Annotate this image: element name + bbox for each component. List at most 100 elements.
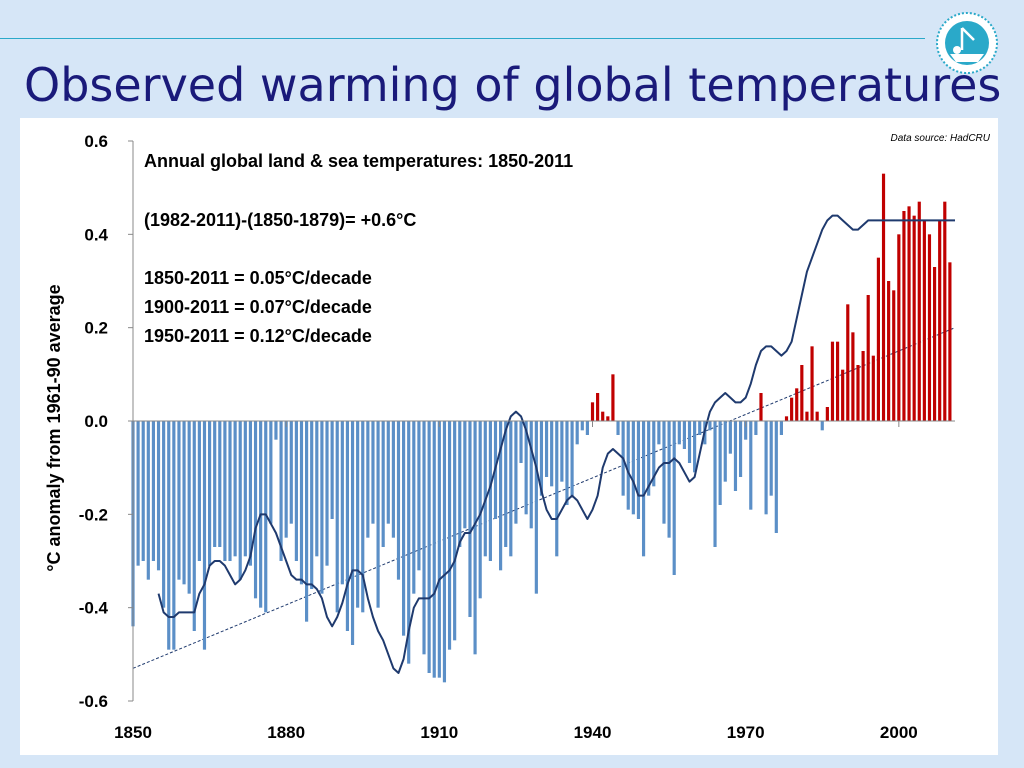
bar-1857 (167, 421, 171, 650)
bar-2008 (938, 220, 942, 421)
bar-1861 (187, 421, 191, 594)
annotation-rate-1900: 1900-2011 = 0.07°C/decade (144, 297, 372, 317)
bar-2003 (912, 215, 916, 421)
bar-1964 (713, 421, 717, 547)
bar-1888 (325, 421, 329, 566)
bar-1934 (560, 421, 564, 482)
bar-1943 (606, 416, 610, 421)
bar-1897 (371, 421, 375, 524)
annotation-rate-1850: 1850-2011 = 0.05°C/decade (144, 268, 372, 288)
bar-1878 (274, 421, 278, 440)
bar-1968 (733, 421, 738, 491)
bar-1950 (641, 421, 646, 557)
bar-1965 (718, 421, 722, 505)
bar-1916 (468, 421, 472, 617)
bar-1933 (555, 421, 559, 557)
bar-1955 (667, 421, 671, 538)
bar-1856 (162, 421, 166, 608)
bar-1924 (509, 421, 513, 557)
bar-1855 (156, 421, 161, 571)
bar-1949 (636, 421, 641, 519)
bar-1963 (708, 421, 712, 431)
bar-1990 (846, 304, 850, 421)
bar-1870 (233, 421, 237, 557)
bar-1904 (407, 421, 411, 664)
y-tick-label: 0.6 (84, 132, 108, 151)
slide-title: Observed warming of global temperatures (24, 58, 1002, 112)
bar-1988 (835, 341, 840, 421)
y-tick-label: 0.4 (84, 225, 108, 244)
bar-1967 (728, 421, 732, 454)
bar-1992 (856, 365, 860, 421)
bar-1922 (499, 421, 503, 571)
smooth-layer (157, 214, 955, 674)
bar-1984 (815, 411, 819, 421)
bar-1876 (264, 421, 268, 613)
bar-1981 (800, 365, 804, 421)
bar-1942 (601, 411, 605, 421)
bar-1929 (534, 421, 538, 594)
bar-1900 (386, 421, 390, 524)
bar-1996 (876, 257, 880, 421)
bar-1948 (631, 421, 635, 515)
bar-1927 (524, 421, 528, 515)
bar-1867 (218, 421, 222, 547)
x-tick-label: 1880 (267, 723, 305, 742)
text-layer: Data source: HadCRU Annual global land &… (44, 133, 991, 572)
x-tick-label: 1850 (114, 723, 152, 742)
bar-1999 (892, 290, 896, 421)
chart-panel: 0.6 0.4 0.2 0.0 -0.2 -0.4 -0.6 1850 1880 1910 1940… (20, 118, 998, 755)
bar-1987 (830, 341, 835, 421)
trend-layer (132, 327, 956, 669)
bar-1869 (228, 421, 232, 561)
bar-1941 (596, 393, 600, 421)
bar-1945 (616, 421, 620, 435)
bar-1880 (284, 421, 288, 538)
bar-1892 (345, 421, 350, 631)
bar-1918 (478, 421, 482, 599)
bar-1936 (570, 421, 574, 496)
bar-1969 (738, 421, 743, 477)
bar-1935 (565, 421, 569, 505)
bar-1983 (810, 346, 814, 421)
bar-1879 (279, 421, 283, 561)
bar-1863 (197, 421, 201, 561)
y-tick-label: -0.6 (79, 692, 108, 711)
bar-1865 (208, 421, 212, 566)
annotation-difference: (1982-2011)-(1850-1879)= +0.6°C (144, 210, 416, 230)
bar-1994 (866, 295, 870, 421)
bar-1932 (550, 421, 554, 487)
bar-1887 (320, 421, 324, 594)
bar-1991 (851, 332, 855, 421)
bar-1864 (202, 421, 207, 650)
bar-1907 (422, 421, 426, 655)
y-tick-label: -0.4 (79, 599, 109, 618)
bar-1912 (447, 421, 452, 650)
bar-1928 (529, 421, 533, 529)
bar-2007 (932, 267, 937, 421)
bar-1906 (417, 421, 421, 571)
bar-1971 (749, 421, 753, 510)
bar-1973 (759, 393, 763, 421)
axes-layer: 0.6 0.4 0.2 0.0 -0.2 -0.4 -0.6 1850 1880 1910 1940… (79, 132, 955, 742)
bar-1976 (774, 421, 778, 533)
temperature-chart: 0.6 0.4 0.2 0.0 -0.2 -0.4 -0.6 1850 1880 1910 1940… (44, 132, 991, 742)
bar-1894 (356, 421, 360, 608)
bars-layer (131, 173, 952, 683)
bar-1903 (402, 421, 406, 636)
bar-1993 (861, 351, 865, 421)
bar-1911 (442, 421, 447, 683)
bar-1940 (590, 402, 595, 421)
bar-1866 (213, 421, 217, 547)
bar-1982 (805, 411, 809, 421)
bar-2005 (922, 220, 926, 421)
annotation-rate-1950: 1950-2011 = 0.12°C/decade (144, 326, 372, 346)
bar-1914 (458, 421, 462, 547)
bar-2009 (943, 201, 947, 421)
bar-1954 (662, 421, 666, 524)
bar-1862 (192, 421, 196, 631)
bar-1980 (795, 388, 799, 421)
bar-1895 (361, 421, 365, 613)
bar-1919 (483, 421, 487, 557)
bar-1953 (657, 421, 661, 445)
